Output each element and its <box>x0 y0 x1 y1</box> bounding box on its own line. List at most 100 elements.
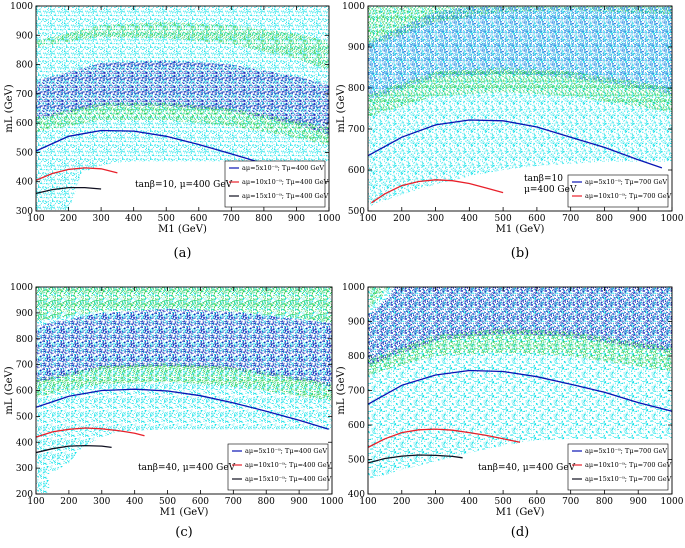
x-tick-label: 200 <box>393 214 410 224</box>
x-tick-label: 600 <box>192 497 209 507</box>
x-axis-label: M1 (GeV) <box>158 224 207 235</box>
legend-box <box>567 443 669 491</box>
x-tick-label: 1000 <box>661 214 684 224</box>
x-tick-label: 700 <box>223 214 240 224</box>
panel-caption: (b) <box>511 246 529 261</box>
x-tick-label: 500 <box>495 214 512 224</box>
legend-box <box>227 443 329 491</box>
y-tick-label: 500 <box>16 412 33 422</box>
plot-frame <box>35 5 330 212</box>
scatter-green-band-3 <box>36 102 329 146</box>
series-line-2 <box>371 179 504 204</box>
y-tick-label: 900 <box>348 43 365 53</box>
series-line-3 <box>36 444 112 454</box>
y-tick-label: 300 <box>16 464 33 474</box>
x-tick-label: 1000 <box>318 214 341 224</box>
legend: aμ=5x10⁻⁹; Tμ=400 GeV aμ=10x10⁻⁹; Tμ=400 … <box>227 443 332 491</box>
x-tick-label: 300 <box>427 497 444 507</box>
annotation-text: tanβ=40, μ=400 GeV <box>138 463 236 473</box>
legend-entry: aμ=5x10⁻⁹; Tμ=400 GeV <box>242 164 324 172</box>
x-tick-label: 200 <box>60 214 77 224</box>
y-tick-label: 700 <box>16 361 33 371</box>
x-tick-label: 600 <box>528 497 545 507</box>
y-tick-label: 600 <box>16 387 33 397</box>
x-tick-label: 700 <box>562 214 579 224</box>
x-tick-label: 800 <box>258 497 275 507</box>
y-tick-label: 900 <box>16 31 33 41</box>
plot-area <box>36 6 329 211</box>
legend-entry: aμ=10x10⁻⁹; Tμ=700 GeV <box>585 461 672 469</box>
panel-caption: (a) <box>174 246 192 261</box>
x-tick-label: 500 <box>159 497 176 507</box>
y-tick-label: 1000 <box>10 283 33 293</box>
y-tick-label: 600 <box>16 119 33 129</box>
x-tick-label: 400 <box>461 497 478 507</box>
x-tick-label: 900 <box>630 214 647 224</box>
x-tick-label: 500 <box>495 497 512 507</box>
y-tick-label: 900 <box>16 309 33 319</box>
plot-frame <box>367 5 673 212</box>
x-tick-label: 500 <box>158 214 175 224</box>
y-tick-label: 800 <box>348 352 365 362</box>
y-axis-label: mL (GeV) <box>336 84 347 132</box>
y-tick-label: 800 <box>16 335 33 345</box>
series-line-2 <box>36 427 145 438</box>
y-tick-label: 500 <box>348 207 365 217</box>
y-tick-label: 1000 <box>342 2 365 12</box>
x-tick-label: 1000 <box>321 497 344 507</box>
y-tick-label: 700 <box>16 90 33 100</box>
y-tick-label: 700 <box>348 125 365 135</box>
y-tick-label: 400 <box>348 490 365 500</box>
legend-box <box>224 160 326 208</box>
x-tick-label: 700 <box>225 497 242 507</box>
scatter-green-band-1 <box>36 22 329 71</box>
x-axis-label: M1 (GeV) <box>496 507 545 518</box>
legend-entry: aμ=15x10⁻⁹; Tμ=400 GeV <box>245 475 332 483</box>
chart-panel-4: 100 200 300 400 500 600 700 800 900 1000 400 500 600… <box>336 283 684 540</box>
x-tick-label: 1000 <box>661 497 684 507</box>
legend-box <box>567 174 669 208</box>
x-tick-label: 900 <box>630 497 647 507</box>
legend-entry: aμ=15x10⁻⁹; Tμ=400 GeV <box>242 192 329 200</box>
y-axis-label: mL (GeV) <box>336 366 347 414</box>
x-tick-label: 200 <box>60 497 77 507</box>
y-tick-label: 200 <box>16 490 33 500</box>
x-tick-label: 100 <box>359 497 376 507</box>
x-tick-label: 100 <box>27 214 44 224</box>
series-line-1 <box>36 388 329 430</box>
x-axis-label: M1 (GeV) <box>496 224 545 235</box>
y-tick-label: 900 <box>348 318 365 328</box>
series-line-3 <box>36 186 102 195</box>
legend-entry: aμ=5x10⁻⁹; Tμ=700 GeV <box>585 447 667 455</box>
panel-caption: (d) <box>511 525 529 540</box>
scatter-green-band-1 <box>36 287 332 324</box>
x-tick-label: 400 <box>461 214 478 224</box>
x-tick-label: 600 <box>528 214 545 224</box>
y-tick-label: 800 <box>16 61 33 71</box>
x-tick-label: 900 <box>291 497 308 507</box>
series-line-2 <box>368 428 521 448</box>
y-tick-label: 400 <box>16 438 33 448</box>
x-tick-label: 400 <box>126 497 143 507</box>
legend-entry: aμ=10x10⁻⁹; Tμ=400 GeV <box>245 461 332 469</box>
y-tick-label: 600 <box>348 421 365 431</box>
series-line-1 <box>368 119 663 169</box>
series-line-3 <box>368 454 463 464</box>
y-tick-label: 500 <box>16 148 33 158</box>
series-line-1 <box>36 129 281 170</box>
y-tick-label: 500 <box>348 456 365 466</box>
scatter-green-band-3 <box>368 328 672 375</box>
legend-entry: aμ=5x10⁻⁹; Tμ=700 GeV <box>585 178 667 186</box>
y-tick-label: 800 <box>348 84 365 94</box>
x-tick-label: 600 <box>190 214 207 224</box>
chart-panel-3: 100 200 300 400 500 600 700 800 900 1000200300400… <box>4 283 344 540</box>
y-tick-label: 1000 <box>10 2 33 12</box>
x-tick-label: 300 <box>93 497 110 507</box>
chart-panel-2: 100 200 300 400 500 600 700 800 900 1000 500 600 700… <box>336 2 684 261</box>
y-tick-label: 1000 <box>342 283 365 293</box>
scatter-blue-band-2 <box>368 287 672 367</box>
annotation-text: μ=400 GeV <box>524 185 577 195</box>
legend-entry: aμ=10x10⁻⁹; Tμ=700 GeV <box>585 192 672 200</box>
legend: aμ=5x10⁻⁹; Tμ=400 GeV aμ=10x10⁻⁹; Tμ=400 … <box>224 160 329 208</box>
